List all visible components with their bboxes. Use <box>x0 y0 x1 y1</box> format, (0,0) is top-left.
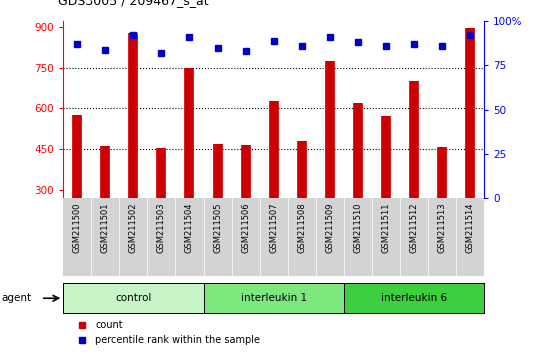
Text: GSM211509: GSM211509 <box>325 202 334 253</box>
Bar <box>204 283 344 313</box>
Legend: count, percentile rank within the sample: count, percentile rank within the sample <box>68 316 264 349</box>
Text: GSM211510: GSM211510 <box>353 202 362 253</box>
Bar <box>63 283 204 313</box>
Text: control: control <box>115 293 152 303</box>
Text: GSM211502: GSM211502 <box>129 202 138 253</box>
Text: GSM211512: GSM211512 <box>409 202 419 253</box>
Text: GSM211507: GSM211507 <box>269 202 278 253</box>
Text: GSM211508: GSM211508 <box>297 202 306 253</box>
Text: GSM211513: GSM211513 <box>437 202 447 253</box>
Text: agent: agent <box>1 293 31 303</box>
Text: GSM211501: GSM211501 <box>101 202 110 253</box>
Text: interleukin 1: interleukin 1 <box>240 293 307 303</box>
Text: GSM211511: GSM211511 <box>381 202 390 253</box>
Text: GSM211503: GSM211503 <box>157 202 166 253</box>
Text: GSM211514: GSM211514 <box>465 202 475 253</box>
Text: GSM211506: GSM211506 <box>241 202 250 253</box>
Bar <box>344 283 484 313</box>
Text: interleukin 6: interleukin 6 <box>381 293 447 303</box>
Text: GSM211505: GSM211505 <box>213 202 222 253</box>
Text: GSM211504: GSM211504 <box>185 202 194 253</box>
Text: GDS3005 / 209467_s_at: GDS3005 / 209467_s_at <box>58 0 208 7</box>
Text: GSM211500: GSM211500 <box>73 202 82 253</box>
